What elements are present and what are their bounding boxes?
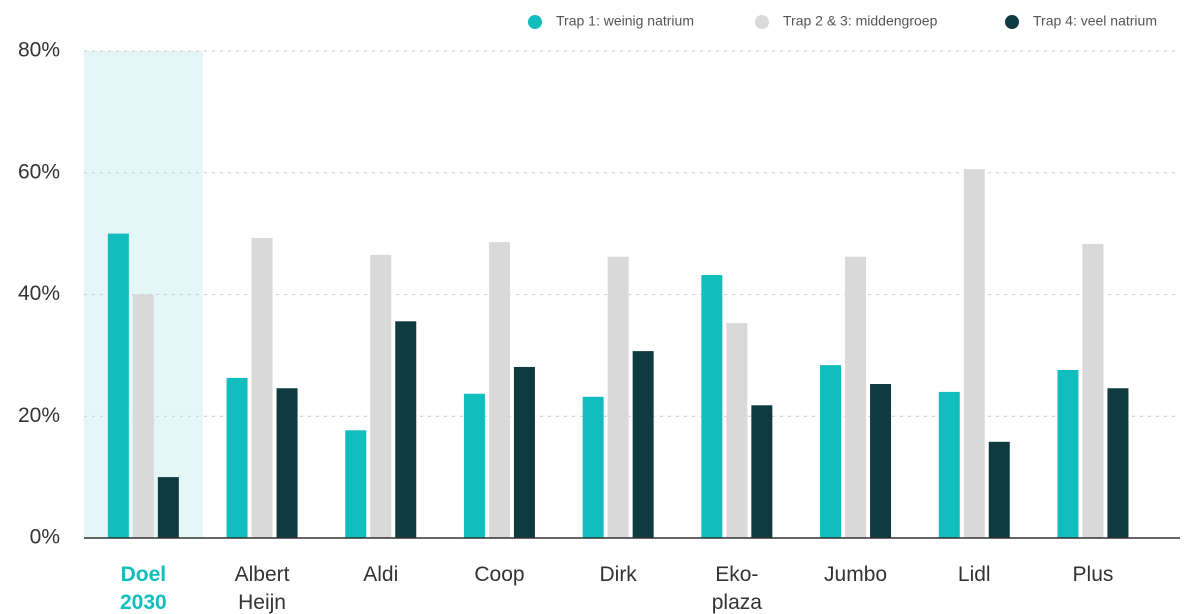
x-tick-label: Jumbo	[824, 563, 887, 586]
bar	[726, 323, 748, 538]
bar	[751, 405, 773, 538]
y-tick-label: 40%	[18, 282, 60, 305]
y-tick-label: 60%	[18, 160, 60, 183]
legend-label: Trap 2 & 3: middengroep	[783, 13, 938, 29]
legend-label: Trap 1: weinig natrium	[556, 13, 694, 29]
x-tick-label: Albert Heijn	[235, 563, 290, 614]
bar	[345, 430, 367, 538]
bar	[395, 321, 417, 538]
x-tick-label: Plus	[1073, 563, 1114, 586]
bar	[845, 256, 867, 538]
bar	[607, 256, 629, 538]
bar	[276, 388, 298, 538]
y-tick-label: 80%	[18, 39, 60, 62]
y-tick-label: 20%	[18, 404, 60, 427]
bar	[1057, 369, 1079, 538]
bar	[870, 383, 892, 538]
bar	[632, 351, 654, 538]
x-tick-label: Coop	[474, 563, 524, 586]
bar	[988, 441, 1010, 538]
bar	[1082, 243, 1104, 538]
bar	[157, 477, 179, 538]
bar	[107, 233, 129, 538]
bar	[370, 254, 392, 538]
bar	[582, 396, 604, 538]
legend-marker	[1005, 15, 1019, 29]
bar	[132, 294, 154, 538]
bar	[488, 242, 510, 538]
bar	[1107, 388, 1129, 538]
x-tick-label: Dirk	[599, 563, 637, 586]
bar	[963, 169, 985, 538]
bar	[938, 391, 960, 538]
bar	[226, 377, 248, 538]
x-tick-label: Doel 2030	[120, 563, 167, 614]
bar	[251, 237, 273, 539]
x-tick-label: Aldi	[363, 563, 398, 586]
legend-label: Trap 4: veel natrium	[1033, 13, 1157, 29]
x-tick-label: Lidl	[958, 563, 991, 586]
y-tick-label: 0%	[30, 526, 60, 549]
legend-marker	[755, 15, 769, 29]
bar	[701, 275, 723, 538]
legend-marker	[528, 15, 542, 29]
bar	[820, 365, 842, 538]
x-tick-label: Eko-plaza	[712, 563, 763, 614]
bar	[513, 366, 535, 538]
bar	[463, 393, 485, 538]
